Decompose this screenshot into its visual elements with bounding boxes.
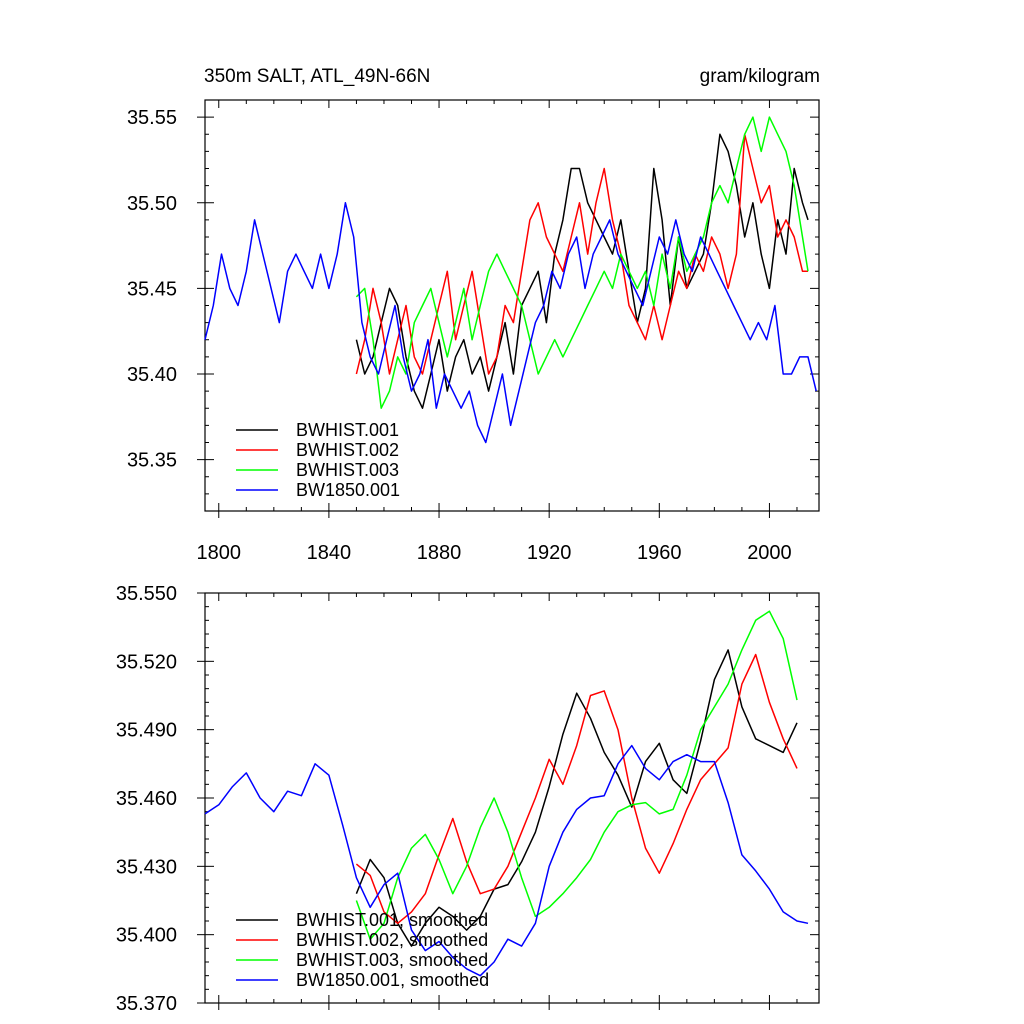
series-line-bwhist-002-smoothed [355,653,798,925]
series-line-bwhist-003 [355,116,809,409]
y-tick-label: 35.40 [127,364,177,386]
x-tick-label: 1800 [197,542,242,564]
top-axis-ticks: 1800 1840 1880 1920 1960 2000 35.35 35.40 35.45 3… [127,99,819,564]
legend-label: BWHIST.003 [296,460,399,480]
series-line-bwhist-002 [355,133,808,375]
y-tick-label: 35.50 [127,193,177,215]
y-tick-label: 35.45 [127,278,177,300]
x-tick-label: 1960 [637,542,682,564]
y-tick-label: 35.370 [116,993,177,1015]
y-tick-label: 35.550 [116,583,177,605]
top-chart-panel: 350m SALT, ATL_49N-66N gram/kilogram 180… [127,66,820,564]
legend-label: BWHIST.001, smoothed [296,910,488,930]
top-chart-units: gram/kilogram [700,66,820,87]
series-line-bwhist-003-smoothed [355,610,798,940]
y-tick-label: 35.490 [116,720,177,742]
legend-label: BWHIST.002, smoothed [296,930,488,950]
x-tick-label: 2000 [747,542,792,564]
bottom-chart-panel: 35.370 35.400 35.430 35.460 35.490 35.520 35.5… [116,583,820,1015]
y-tick-label: 35.460 [116,788,177,810]
bottom-series-group [204,610,809,977]
x-tick-label: 1840 [307,542,352,564]
y-tick-label: 35.520 [116,651,177,673]
series-line-bw1850-001-smoothed [204,744,809,977]
bottom-axis-ticks: 35.370 35.400 35.430 35.460 35.490 35.520 35.5… [116,583,819,1015]
legend-label: BWHIST.001 [296,420,399,440]
legend-label: BW1850.001 [296,480,400,500]
legend-label: BWHIST.002 [296,440,399,460]
x-tick-label: 1880 [417,542,462,564]
series-line-bw1850-001 [204,202,817,444]
y-tick-label: 35.35 [127,450,177,472]
y-tick-label: 35.400 [116,925,177,947]
series-line-bwhist-001-smoothed [355,649,798,947]
top-chart-title: 350m SALT, ATL_49N-66N [204,66,430,87]
legend-label: BWHIST.003, smoothed [296,950,488,970]
legend-label: BW1850.001, smoothed [296,970,489,990]
top-series-group [204,116,817,444]
y-tick-label: 35.430 [116,856,177,878]
x-tick-label: 1920 [527,542,572,564]
y-tick-label: 35.55 [127,107,177,129]
